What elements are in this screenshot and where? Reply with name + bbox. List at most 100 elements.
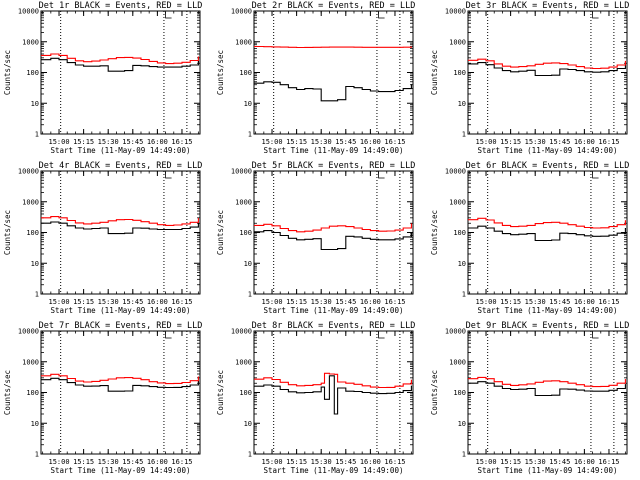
- flag-marker: [592, 12, 599, 19]
- plot-frame: [467, 10, 628, 135]
- x-tick-label: 15:30: [311, 138, 332, 146]
- y-tick-label: 10: [244, 420, 252, 428]
- x-tick-label: 16:00: [574, 138, 595, 146]
- panel-title: Det 4r BLACK = Events, RED = LLD: [39, 161, 203, 171]
- detector-panel-4: Det 4r BLACK = Events, RED = LLD 1 10 100 10…: [3, 161, 203, 315]
- y-tick-label: 1: [35, 131, 39, 139]
- y-tick-label: 1: [248, 451, 252, 459]
- x-axis-label: Start Time (11-May-09 14:49:00): [51, 466, 191, 475]
- y-tick-label: 1000: [449, 38, 466, 46]
- y-tick-label: 10: [244, 100, 252, 108]
- x-tick-label: 16:15: [598, 298, 619, 306]
- y-axis-label: Counts/sec: [3, 50, 12, 95]
- flag-marker: [378, 172, 385, 179]
- y-tick-label: 10000: [18, 168, 39, 176]
- detector-panel-7: Det 7r BLACK = Events, RED = LLD 1 10 100 10…: [3, 321, 203, 475]
- y-tick-label: 1: [248, 131, 252, 139]
- x-tick-label: 16:00: [147, 138, 168, 146]
- y-axis-label: Counts/sec: [430, 210, 439, 255]
- y-axis-label: Counts/sec: [216, 50, 225, 95]
- x-axis-label: Start Time (11-May-09 14:49:00): [478, 306, 618, 315]
- y-tick-label: 1000: [449, 198, 466, 206]
- x-tick-label: 16:15: [384, 458, 405, 466]
- y-tick-label: 100: [26, 229, 39, 237]
- lld-series-line: [468, 58, 626, 70]
- detector-panel-3: Det 3r BLACK = Events, RED = LLD 1 10 100 10…: [430, 1, 629, 155]
- x-tick-label: 16:00: [574, 458, 595, 466]
- y-tick-label: 1: [462, 291, 466, 299]
- y-tick-label: 1000: [22, 38, 39, 46]
- flag-marker: [165, 172, 172, 179]
- y-tick-label: 1000: [235, 198, 252, 206]
- y-tick-label: 10000: [18, 8, 39, 16]
- x-tick-label: 15:15: [286, 458, 307, 466]
- panel-title: Det 7r BLACK = Events, RED = LLD: [39, 321, 203, 331]
- detector-panel-2: Det 2r BLACK = Events, RED = LLD 1 10 100 10…: [216, 1, 415, 155]
- events-series-line: [254, 81, 412, 102]
- x-tick-label: 16:00: [574, 298, 595, 306]
- x-axis-label: Start Time (11-May-09 14:49:00): [264, 306, 404, 315]
- events-series-line: [468, 62, 626, 77]
- x-tick-label: 15:45: [335, 298, 356, 306]
- x-tick-label: 16:00: [360, 138, 381, 146]
- x-tick-label: 16:15: [384, 138, 405, 146]
- x-axis-label: Start Time (11-May-09 14:49:00): [478, 466, 618, 475]
- y-tick-label: 1000: [449, 358, 466, 366]
- x-tick-label: 15:00: [261, 298, 282, 306]
- x-tick-label: 16:15: [598, 458, 619, 466]
- y-tick-label: 10000: [18, 328, 39, 336]
- plot-frame: [40, 170, 201, 295]
- y-axis-label: Counts/sec: [430, 370, 439, 415]
- y-tick-label: 100: [239, 229, 252, 237]
- x-tick-label: 16:15: [598, 138, 619, 146]
- lld-series-line: [254, 223, 412, 233]
- lld-series-line: [468, 376, 626, 388]
- x-tick-label: 15:30: [525, 298, 546, 306]
- panel-title: Det 6r BLACK = Events, RED = LLD: [466, 161, 630, 171]
- x-tick-label: 15:45: [549, 458, 570, 466]
- y-axis-label: Counts/sec: [216, 210, 225, 255]
- y-tick-label: 1: [35, 291, 39, 299]
- x-axis-label: Start Time (11-May-09 14:49:00): [264, 466, 404, 475]
- x-tick-label: 15:00: [475, 298, 496, 306]
- panel-title: Det 5r BLACK = Events, RED = LLD: [252, 161, 416, 171]
- y-tick-label: 1: [35, 451, 39, 459]
- detector-panel-9: Det 9r BLACK = Events, RED = LLD 1 10 100 10…: [430, 321, 629, 475]
- y-tick-label: 1000: [235, 358, 252, 366]
- x-tick-label: 15:15: [500, 458, 521, 466]
- flag-marker: [592, 332, 599, 339]
- x-tick-label: 15:45: [335, 458, 356, 466]
- y-tick-label: 10: [244, 260, 252, 268]
- x-axis-label: Start Time (11-May-09 14:49:00): [51, 306, 191, 315]
- y-tick-label: 1: [462, 131, 466, 139]
- events-series-line: [41, 221, 199, 235]
- events-series-line: [254, 375, 412, 415]
- panel-title: Det 1r BLACK = Events, RED = LLD: [39, 1, 203, 11]
- detector-panel-6: Det 6r BLACK = Events, RED = LLD 1 10 100 10…: [430, 161, 630, 315]
- y-tick-label: 1000: [22, 198, 39, 206]
- events-series-line: [254, 230, 412, 251]
- x-tick-label: 15:45: [122, 458, 143, 466]
- x-tick-label: 15:30: [311, 458, 332, 466]
- x-tick-label: 15:15: [73, 138, 94, 146]
- x-tick-label: 15:45: [122, 298, 143, 306]
- x-tick-label: 15:30: [98, 458, 119, 466]
- x-tick-label: 15:00: [48, 138, 69, 146]
- events-series-line: [468, 381, 626, 397]
- events-series-line: [41, 57, 199, 72]
- x-tick-label: 16:00: [147, 458, 168, 466]
- lld-series-line: [41, 53, 199, 65]
- y-tick-label: 100: [239, 69, 252, 77]
- x-tick-label: 15:15: [73, 458, 94, 466]
- y-tick-label: 100: [453, 389, 466, 397]
- flag-marker: [378, 12, 385, 19]
- y-tick-label: 100: [26, 389, 39, 397]
- detector-panel-5: Det 5r BLACK = Events, RED = LLD 1 10 100 10…: [216, 161, 416, 315]
- y-tick-label: 100: [453, 69, 466, 77]
- x-tick-label: 15:15: [286, 138, 307, 146]
- y-axis-label: Counts/sec: [430, 50, 439, 95]
- y-tick-label: 1000: [22, 358, 39, 366]
- x-tick-label: 16:15: [171, 458, 192, 466]
- plot-frame: [40, 10, 201, 135]
- x-axis-label: Start Time (11-May-09 14:49:00): [264, 146, 404, 155]
